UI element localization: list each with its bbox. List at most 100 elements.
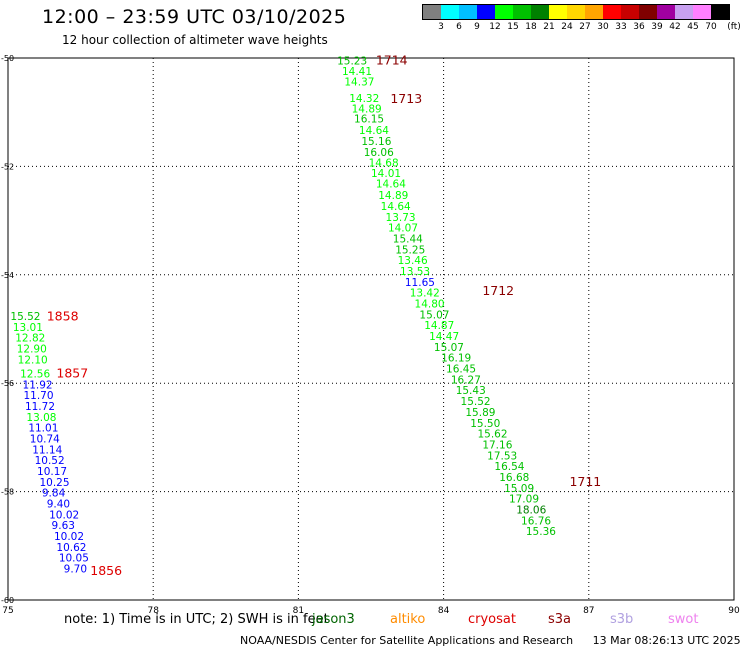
swh-value-label: 10.02 (54, 531, 84, 543)
swh-value-label: 15.52 (461, 396, 491, 408)
color-swatch (567, 5, 585, 19)
swh-value-label: 10.17 (37, 466, 67, 478)
swh-value-label: 16.27 (451, 374, 481, 386)
color-swatch (423, 5, 441, 19)
swh-value-label: 16.15 (354, 114, 384, 126)
swh-value-label: 12.82 (15, 333, 45, 345)
color-legend-label: 12 (489, 22, 501, 32)
swh-value-label: 11.01 (28, 423, 58, 435)
swh-value-label: 14.89 (378, 190, 408, 202)
swh-value-label: 13.42 (410, 288, 440, 300)
swh-value-label: 15.44 (393, 233, 423, 245)
color-swatch (549, 5, 567, 19)
swh-value-label: 13.08 (26, 412, 56, 424)
swh-value-label: 12.56 (20, 368, 50, 380)
swh-value-label: 14.01 (371, 168, 401, 180)
color-swatch (621, 5, 639, 19)
color-legend: 3 6 9 12 15 18 21 24 27 30 33 36 39 42 45 70 (ft) (422, 4, 740, 34)
swh-value-label: 15.23 (337, 56, 367, 68)
swh-value-label: 17.16 (482, 439, 512, 451)
swh-value-label: 10.52 (35, 455, 65, 467)
color-legend-swatches (422, 4, 730, 20)
swh-value-label: 15.36 (526, 526, 556, 538)
x-tick-label: 87 (583, 606, 594, 616)
color-legend-label: 45 (687, 22, 699, 32)
color-swatch (675, 5, 693, 19)
swh-value-label: 10.02 (49, 509, 79, 521)
color-swatch (531, 5, 549, 19)
y-tick-label: -50 (1, 54, 14, 63)
swh-value-label: 15.89 (465, 407, 495, 419)
swh-value-label: 12.90 (17, 344, 47, 356)
swh-value-label: 11.72 (25, 401, 55, 413)
swh-value-label: 9.84 (42, 488, 66, 500)
color-swatch (441, 5, 459, 19)
swh-value-label: 16.54 (494, 461, 524, 473)
swh-value-label: 11.14 (32, 444, 62, 456)
y-tick-label: -56 (1, 379, 14, 388)
swh-value-label: 10.62 (56, 542, 86, 554)
color-legend-label: 70 (705, 22, 717, 32)
swh-value-label: 13.53 (400, 266, 430, 278)
swh-value-label: 16.45 (446, 364, 476, 376)
swh-value-label: 15.43 (456, 385, 486, 397)
time-label: 1714 (376, 53, 408, 68)
mission-legend-item: jason3 (312, 612, 355, 627)
color-legend-label: 33 (615, 22, 627, 32)
swh-value-label: 15.07 (434, 342, 464, 354)
color-legend-label: 15 (507, 22, 519, 32)
swh-value-label: 14.07 (388, 223, 418, 235)
swh-value-label: 14.47 (429, 331, 459, 343)
swh-value-label: 16.76 (521, 515, 551, 527)
swh-value-label: 14.32 (349, 93, 379, 105)
mission-legend-item: s3a (548, 612, 572, 627)
color-swatch (657, 5, 675, 19)
color-swatch (513, 5, 531, 19)
y-tick-label: -60 (1, 596, 14, 605)
color-legend-label: 27 (579, 22, 591, 32)
mission-legend-item: swot (668, 612, 699, 627)
color-legend-label: 24 (561, 22, 573, 32)
swh-value-label: 15.50 (470, 418, 500, 430)
swh-value-label: 16.68 (499, 472, 529, 484)
color-swatch (693, 5, 711, 19)
swh-value-label: 14.37 (344, 76, 374, 88)
time-label: 1857 (56, 365, 88, 380)
swh-value-label: 10.05 (59, 553, 89, 565)
swh-value-label: 14.87 (424, 320, 454, 332)
x-tick-label: 84 (438, 606, 450, 616)
swh-value-label: 9.40 (47, 499, 70, 511)
color-swatch (639, 5, 657, 19)
color-legend-label: 3 (438, 22, 444, 32)
time-label: 1713 (390, 91, 422, 106)
footer-timestamp: 13 Mar 08:26:13 UTC 2025 (592, 634, 740, 647)
color-legend-label: 9 (474, 22, 480, 32)
color-legend-label: 36 (633, 22, 645, 32)
swh-value-label: 16.19 (441, 353, 471, 365)
swh-value-label: 13.46 (398, 255, 428, 267)
footnote: note: 1) Time is in UTC; 2) SWH is in fe… (64, 612, 329, 627)
time-label: 1858 (47, 308, 79, 323)
swh-value-label: 11.92 (23, 379, 53, 391)
page-title: 12:00 – 23:59 UTC 03/10/2025 (42, 6, 347, 28)
color-legend-label: 6 (456, 22, 462, 32)
swh-value-label: 15.16 (361, 136, 391, 148)
color-legend-labels: 3 6 9 12 15 18 21 24 27 30 33 36 39 42 45 70 (ft) (422, 20, 740, 34)
swh-value-label: 14.41 (342, 66, 372, 78)
swh-value-label: 10.25 (39, 477, 69, 489)
y-tick-label: -52 (1, 162, 14, 171)
color-swatch (477, 5, 495, 19)
swh-value-label: 16.06 (364, 147, 394, 159)
swh-value-label: 18.06 (516, 504, 546, 516)
color-swatch (603, 5, 621, 19)
color-legend-label: 42 (669, 22, 681, 32)
color-legend-label: 18 (525, 22, 537, 32)
x-tick-label: 81 (293, 606, 304, 616)
y-tick-label: -58 (1, 488, 14, 497)
x-tick-label: 78 (147, 606, 159, 616)
color-swatch (459, 5, 477, 19)
swh-value-label: 9.70 (64, 564, 87, 576)
mission-legend-item: altiko (390, 612, 426, 627)
swh-value-label: 11.70 (23, 390, 53, 402)
